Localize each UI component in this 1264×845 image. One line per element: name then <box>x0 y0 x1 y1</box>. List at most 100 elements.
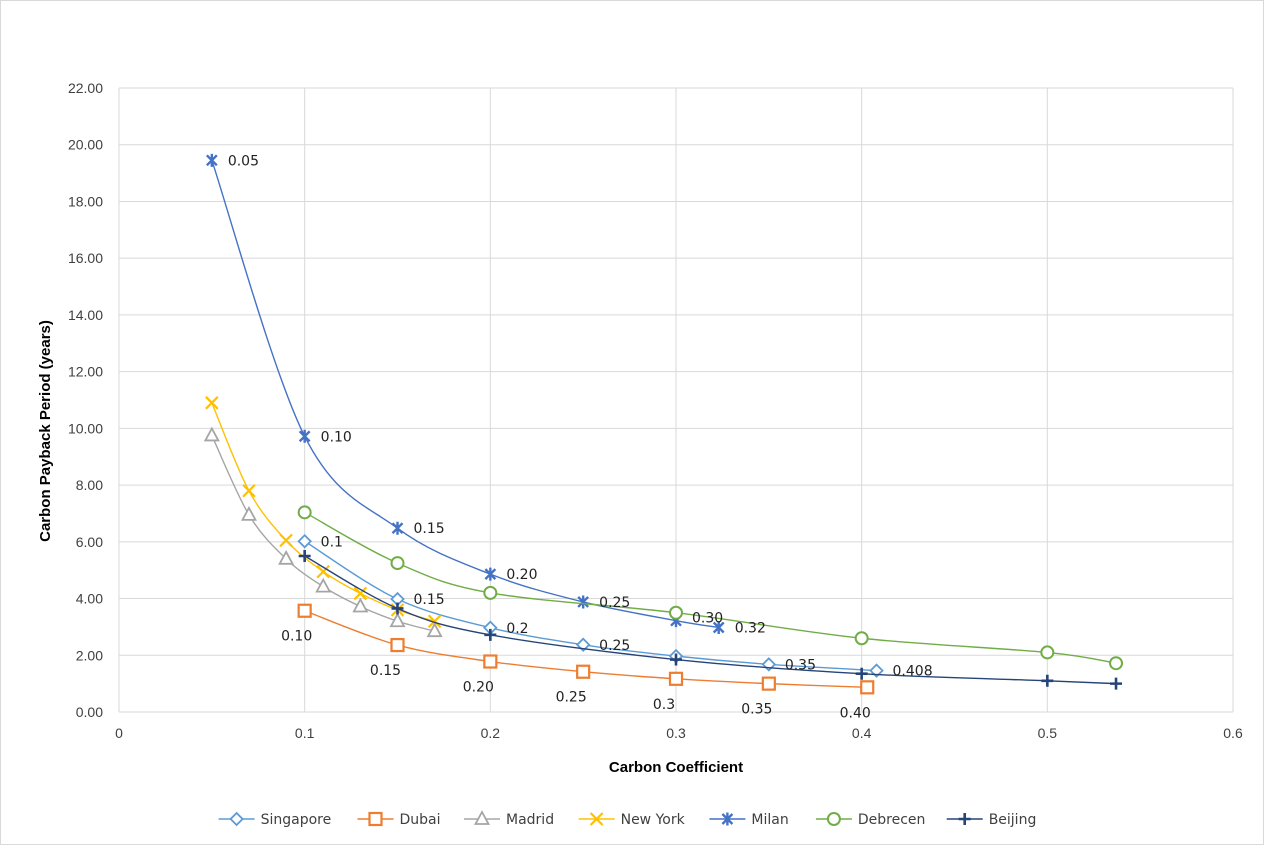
legend-item-debrecen: Debrecen <box>815 812 925 828</box>
data-point <box>860 680 875 695</box>
series-milan <box>205 153 725 634</box>
data-label: 0.30 <box>692 611 723 627</box>
series-dubai <box>297 603 875 695</box>
x-tick-label: 0 <box>115 725 123 741</box>
data-label: 0.25 <box>599 595 630 611</box>
data-point <box>483 585 498 600</box>
x-tick-label: 0.6 <box>1223 725 1243 741</box>
data-point <box>298 550 311 562</box>
series-madrid <box>203 426 443 638</box>
data-point <box>668 671 684 686</box>
data-label: 0.15 <box>370 663 401 679</box>
legend-marker <box>229 811 244 827</box>
data-point <box>279 533 293 548</box>
data-point <box>390 556 405 571</box>
legend-marker <box>473 810 491 825</box>
y-tick-label: 20.00 <box>68 137 103 153</box>
legend-item-new-york: New York <box>578 812 686 828</box>
x-tick-label: 0.1 <box>295 725 315 741</box>
data-point <box>761 676 776 691</box>
data-point <box>205 153 218 167</box>
data-label: 0.10 <box>321 429 352 445</box>
data-point <box>390 637 405 653</box>
data-point <box>391 602 404 615</box>
data-point <box>669 605 683 620</box>
y-tick-label: 8.00 <box>76 477 103 493</box>
data-point <box>483 654 498 669</box>
data-label: 0.25 <box>599 638 630 654</box>
data-label: 0.20 <box>463 680 494 696</box>
data-label: 0.25 <box>556 690 587 706</box>
data-point <box>316 564 331 579</box>
data-point <box>869 663 884 678</box>
data-point <box>297 603 312 618</box>
data-label: 0.10 <box>281 629 312 645</box>
y-tick-label: 2.00 <box>76 647 103 663</box>
data-point <box>297 505 312 520</box>
data-point <box>1109 656 1124 671</box>
y-axis-title: Carbon Payback Period (years) <box>37 320 54 542</box>
x-tick-label: 0.5 <box>1038 725 1058 741</box>
legend-label: Madrid <box>506 812 554 828</box>
legend-label: New York <box>621 812 686 828</box>
data-point <box>712 620 725 634</box>
data-point <box>1110 677 1123 690</box>
x-axis-title: Carbon Coefficient <box>609 759 743 776</box>
legend-marker <box>368 811 383 827</box>
data-point <box>203 426 220 442</box>
data-point <box>854 631 869 646</box>
data-point <box>389 612 406 628</box>
data-point <box>427 614 442 629</box>
legend-marker <box>589 812 604 826</box>
y-tick-label: 22.00 <box>68 80 103 96</box>
legend-marker <box>721 812 734 826</box>
data-point <box>278 549 295 565</box>
legend-item-singapore: Singapore <box>218 811 332 828</box>
data-point <box>577 595 590 609</box>
x-axis-ticks: 0 0.1 0.2 0.3 0.4 0.5 0.6 <box>115 725 1243 741</box>
data-labels: 0.1 0.15 0.2 0.25 0.35 0.408 0.10 0.15 0.20 0.25 0… <box>228 153 933 721</box>
y-tick-label: 16.00 <box>68 250 103 266</box>
y-tick-label: 18.00 <box>68 193 103 209</box>
data-label: 0.35 <box>741 702 772 718</box>
data-point <box>1041 674 1054 687</box>
legend-label: Milan <box>751 812 788 828</box>
legend-item-beijing: Beijing <box>946 812 1037 828</box>
data-label: 0.15 <box>414 521 445 537</box>
data-point <box>484 628 497 641</box>
y-tick-label: 0.00 <box>76 704 103 720</box>
data-point <box>297 533 312 549</box>
data-point <box>670 653 682 666</box>
series-debrecen <box>297 505 1124 671</box>
y-tick-label: 10.00 <box>68 420 103 436</box>
data-point <box>298 429 311 443</box>
x-tick-label: 0.3 <box>666 725 686 741</box>
data-point <box>352 597 369 613</box>
data-label: 0.3 <box>653 697 675 713</box>
legend-marker <box>826 812 841 826</box>
legend-label: Beijing <box>989 812 1037 828</box>
data-point <box>484 567 497 581</box>
x-tick-label: 0.4 <box>852 725 872 741</box>
data-label: 0.1 <box>321 534 343 550</box>
data-label: 0.05 <box>228 153 259 169</box>
data-point <box>576 664 591 679</box>
data-label: 0.32 <box>735 620 766 636</box>
y-tick-label: 12.00 <box>68 364 103 380</box>
legend-label: Singapore <box>261 812 332 828</box>
data-point <box>205 396 219 410</box>
data-label: 0.40 <box>840 705 871 721</box>
data-point <box>1040 645 1055 660</box>
legend-item-madrid: Madrid <box>464 810 554 828</box>
series-beijing <box>298 550 1123 690</box>
legend-item-dubai: Dubai <box>357 811 441 828</box>
y-tick-label: 6.00 <box>76 534 103 550</box>
data-point <box>391 521 404 535</box>
data-point <box>240 505 257 521</box>
data-label: 0.2 <box>506 621 528 637</box>
y-axis-ticks: 0.00 2.00 4.00 6.00 8.00 10.00 12.00 14.00 16.00… <box>68 80 103 720</box>
legend-item-milan: Milan <box>709 812 789 828</box>
y-tick-label: 4.00 <box>76 591 103 607</box>
